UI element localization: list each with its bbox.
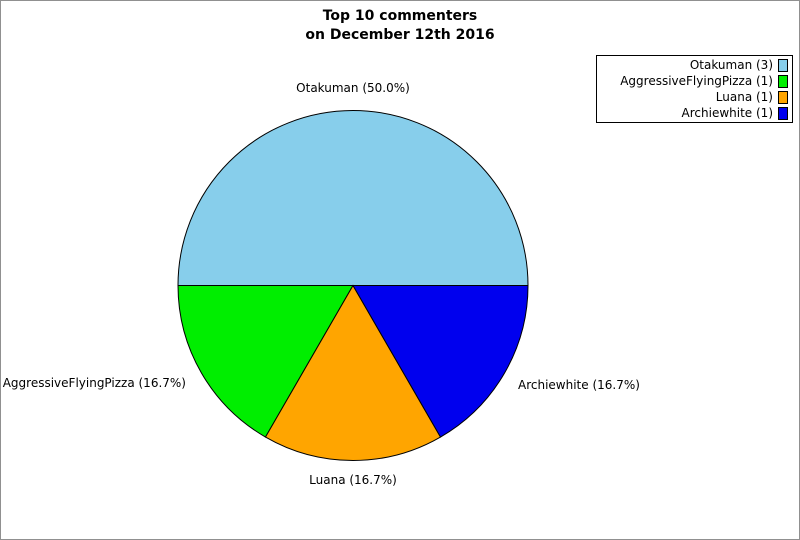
legend-item-otakuman: Otakuman (3) <box>597 57 792 73</box>
chart-title: Top 10 commenters on December 12th 2016 <box>1 7 799 45</box>
chart-title-line1: Top 10 commenters <box>322 8 478 24</box>
legend-item-archiewhite: Archiewhite (1) <box>597 105 792 121</box>
wedge-label-aggressiveflyingpizza: AggressiveFlyingPizza (16.7%) <box>2 376 186 390</box>
legend-swatch-aggressiveflyingpizza <box>778 74 788 88</box>
pie-slice-luana <box>264 284 442 461</box>
legend-swatch-otakuman <box>778 58 788 72</box>
wedge-label-otakuman: Otakuman (50.0%) <box>296 81 410 95</box>
wedge-label-archiewhite: Archiewhite (16.7%) <box>518 378 640 392</box>
legend-swatch-luana <box>778 90 788 104</box>
legend-swatch-archiewhite <box>778 106 788 120</box>
legend-label-archiewhite: Archiewhite (1) <box>681 106 773 120</box>
pie-slice-archiewhite <box>352 285 529 438</box>
legend-item-aggressiveflyingpizza: AggressiveFlyingPizza (1) <box>597 73 792 89</box>
wedge-label-luana: Luana (16.7%) <box>309 473 397 487</box>
legend-label-luana: Luana (1) <box>715 90 773 104</box>
legend-label-aggressiveflyingpizza: AggressiveFlyingPizza (1) <box>620 74 773 88</box>
pie-slice-aggressiveflyingpizza <box>177 285 354 438</box>
pie-slice-otakuman <box>177 110 529 286</box>
chart-title-line2: on December 12th 2016 <box>305 27 495 43</box>
legend-item-luana: Luana (1) <box>597 89 792 105</box>
legend: Otakuman (3) AggressiveFlyingPizza (1) L… <box>596 55 793 123</box>
legend-label-otakuman: Otakuman (3) <box>689 58 773 72</box>
